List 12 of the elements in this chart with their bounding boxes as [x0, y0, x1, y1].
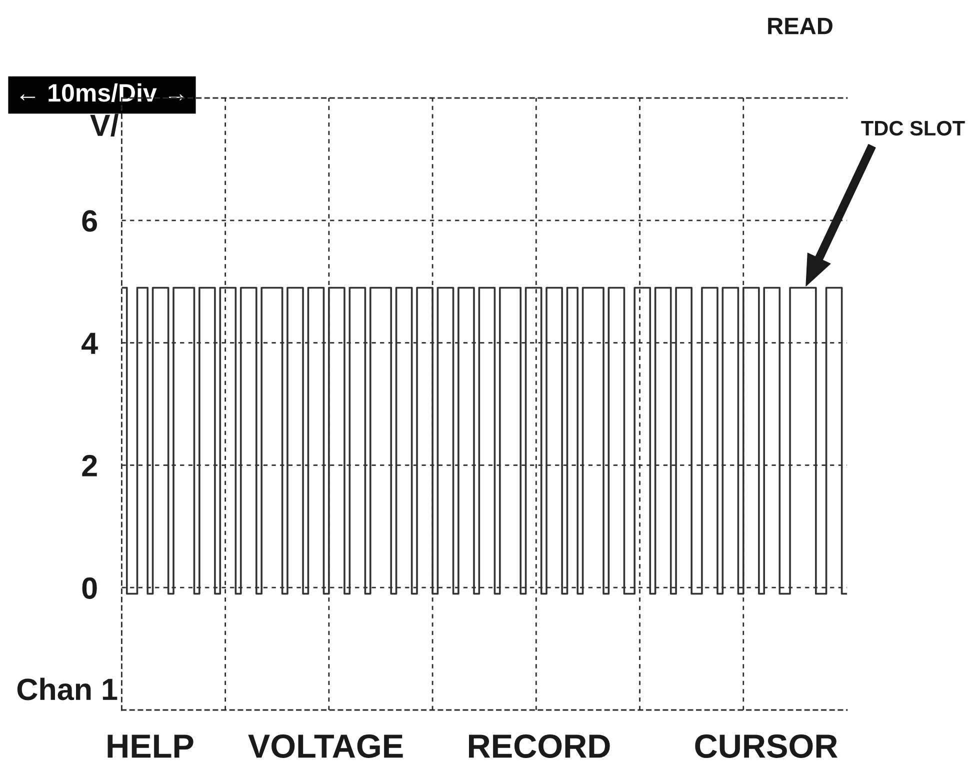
text: TDC SLOT	[861, 120, 965, 136]
y-tick-label: 0	[82, 577, 97, 599]
y-tick-label: 6	[82, 210, 97, 232]
text: HELP	[108, 734, 194, 758]
y-tick-label: 2	[82, 454, 97, 476]
y-tick-label: 4	[82, 332, 98, 354]
text: CURSOR	[695, 734, 838, 758]
text: READ	[768, 18, 832, 34]
text: Chan 1	[17, 678, 118, 700]
text: VOLTAGE	[248, 734, 403, 758]
text: RECORD	[469, 734, 610, 758]
y-axis-title: V/	[90, 114, 118, 136]
